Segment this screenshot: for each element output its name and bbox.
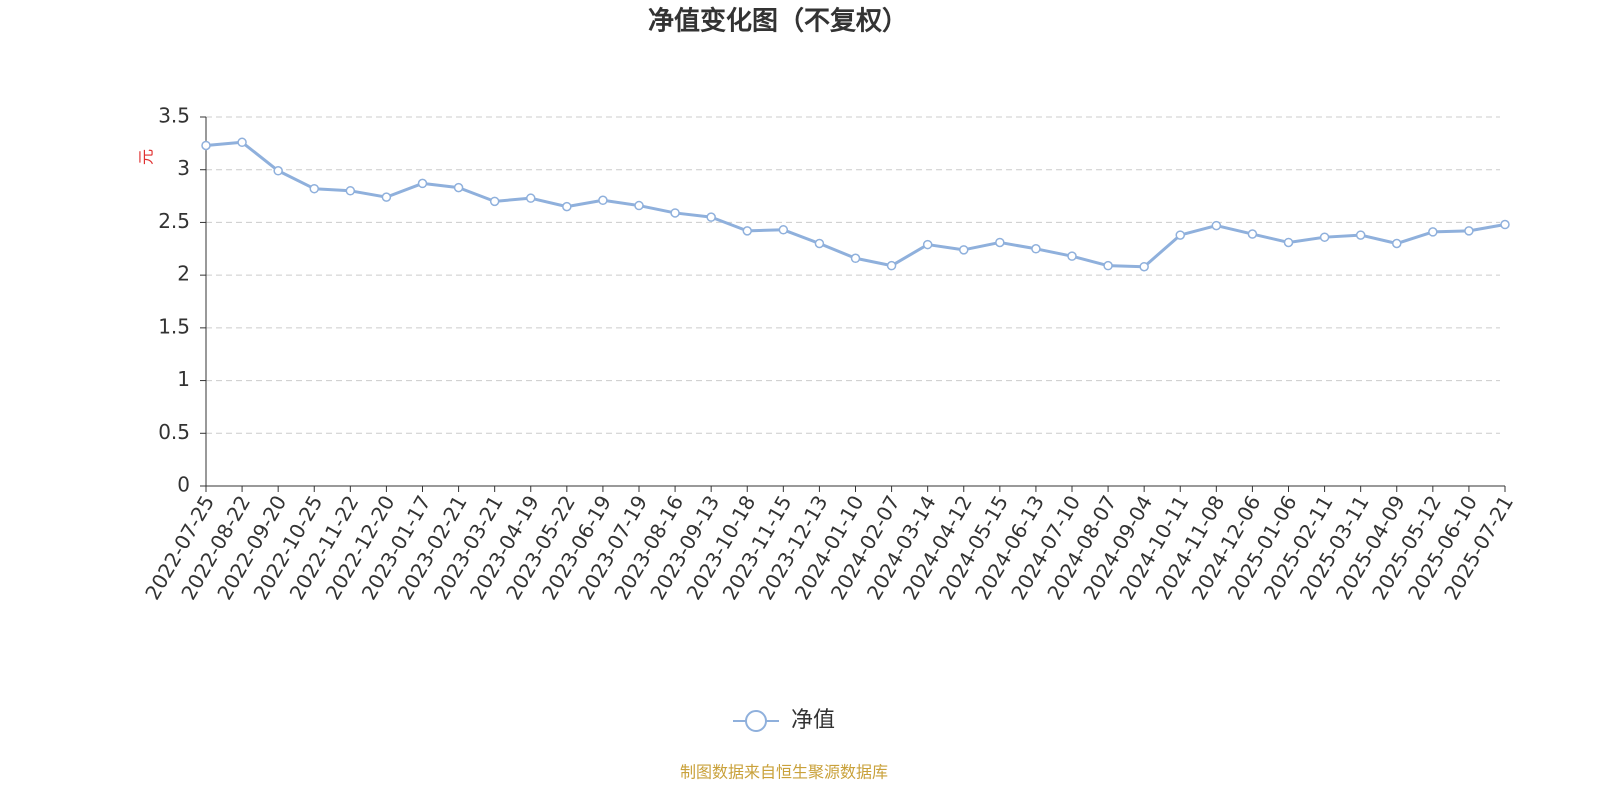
point-marker [237, 137, 247, 148]
y-tick-label: 0 [177, 473, 190, 497]
point-marker [959, 245, 969, 255]
y-tick-label: 0.5 [158, 420, 190, 444]
series-line [205, 140, 1506, 269]
point-marker [1428, 227, 1438, 237]
y-tick-label: 1 [177, 367, 190, 391]
point-marker [850, 253, 861, 264]
point-marker [381, 192, 392, 202]
point-marker [1464, 226, 1474, 236]
y-tick-label: 2.5 [158, 209, 190, 233]
point-marker [417, 178, 428, 189]
chart-title: 净值变化图（不复权） [648, 6, 908, 37]
point-marker [526, 193, 536, 203]
point-marker [1247, 229, 1258, 239]
point-marker [814, 238, 825, 249]
point-marker [1211, 220, 1222, 231]
point-marker [453, 182, 464, 193]
source-note: 制图数据来自恒生聚源数据库 [680, 763, 888, 782]
y-axis-label: 元 [137, 149, 156, 165]
point-marker [1103, 260, 1113, 271]
y-tick-label: 2 [177, 262, 190, 286]
point-marker [778, 225, 789, 235]
legend-marker [745, 710, 767, 732]
point-marker [1175, 230, 1185, 240]
point-marker [201, 140, 211, 151]
point-marker [1283, 237, 1294, 248]
point-marker [562, 201, 572, 212]
point-marker [922, 239, 933, 250]
point-marker [1392, 238, 1402, 249]
y-tick-label: 3 [177, 156, 190, 180]
point-marker [489, 196, 500, 207]
point-marker [1067, 251, 1077, 261]
point-marker [309, 183, 319, 194]
point-marker [1500, 219, 1510, 230]
point-marker [1139, 261, 1149, 272]
point-marker [273, 166, 283, 176]
point-marker [634, 200, 644, 211]
point-marker [706, 212, 716, 222]
point-marker [1031, 244, 1041, 254]
legend-label: 净值 [791, 708, 835, 733]
point-marker [886, 260, 897, 271]
point-marker [1319, 232, 1330, 242]
y-tick-label: 1.5 [158, 314, 190, 338]
point-marker [995, 237, 1005, 248]
y-tick-label: 3.5 [158, 104, 190, 128]
point-marker [345, 186, 356, 196]
point-marker [598, 195, 608, 206]
point-marker [1355, 230, 1366, 240]
point-marker [742, 226, 752, 236]
point-marker [670, 208, 680, 218]
